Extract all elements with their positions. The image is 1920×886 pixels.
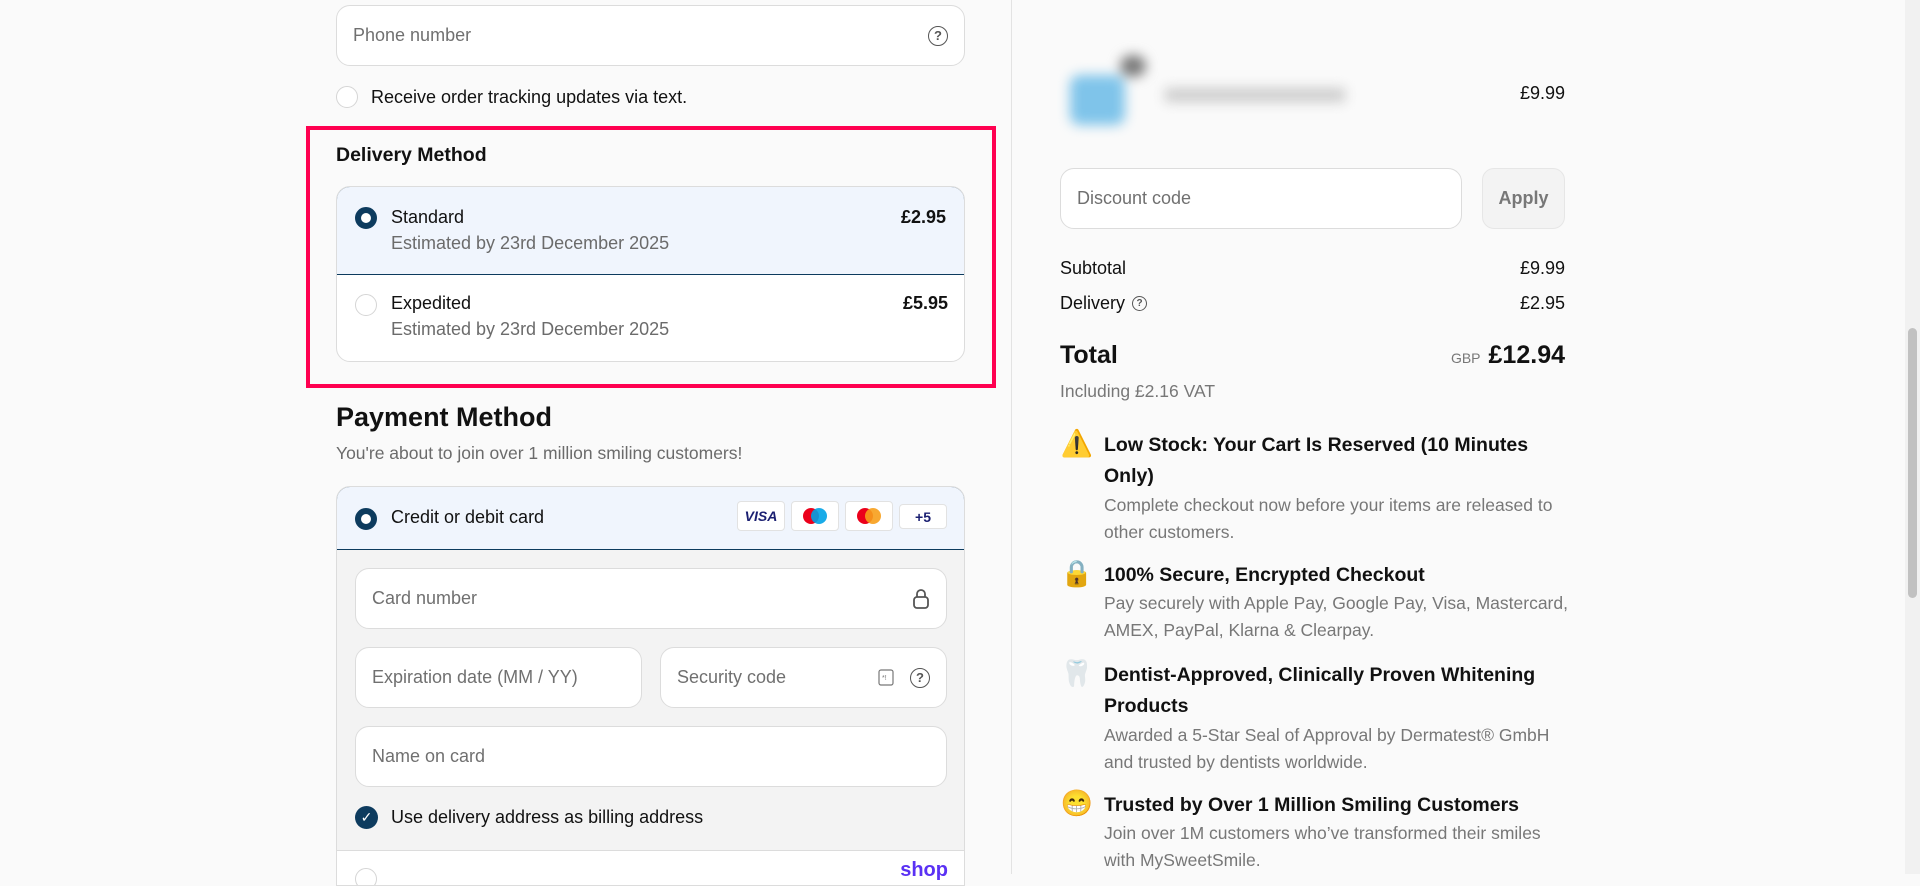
- item-price: £9.99: [1519, 83, 1565, 103]
- expedited-radio[interactable]: [355, 294, 377, 316]
- delivery-heading: Delivery Method: [336, 144, 487, 166]
- standard-estimate: Estimated by 23rd December 2025: [391, 233, 670, 253]
- total-label: Total: [1060, 341, 1118, 369]
- feature-title: Low Stock: Your Cart Is Reserved (10 Min…: [1104, 434, 1529, 487]
- warning-icon: ⚠️: [1060, 428, 1094, 458]
- subtotal-value: £9.99: [1519, 258, 1565, 278]
- vat-note: Including £2.16 VAT: [1060, 381, 1216, 401]
- standard-title: Standard: [391, 207, 465, 227]
- card-option[interactable]: Credit or debit card VISA +5: [337, 487, 964, 550]
- shop-pay-logo: shop: [900, 859, 948, 881]
- tooth-icon: 🦷: [1060, 658, 1094, 688]
- expedited-price: £5.95: [902, 293, 948, 313]
- help-icon[interactable]: ?: [1132, 296, 1148, 311]
- billing-same-label: Use delivery address as billing address: [391, 807, 704, 827]
- product-name-blurred: [1165, 88, 1345, 102]
- phone-input[interactable]: Phone number ?: [336, 5, 965, 66]
- visa-icon: VISA: [737, 501, 785, 531]
- card-radio[interactable]: [355, 508, 377, 530]
- card-option-label: Credit or debit card: [391, 507, 545, 527]
- sms-checkbox[interactable]: [336, 86, 358, 108]
- feature-desc: Join over 1M customers who’ve transforme…: [1104, 823, 1541, 870]
- security-placeholder: Security code: [677, 667, 787, 687]
- delivery-row: Delivery? £2.95: [1060, 293, 1565, 314]
- discount-placeholder: Discount code: [1077, 188, 1192, 208]
- card-number-input[interactable]: Card number: [355, 568, 947, 629]
- scrollbar-thumb[interactable]: [1908, 328, 1917, 598]
- apply-button[interactable]: Apply: [1482, 168, 1565, 229]
- column-divider: [1011, 0, 1012, 874]
- security-code-input[interactable]: Security code *! ?: [660, 647, 947, 708]
- shop-pay-radio[interactable]: [355, 868, 377, 885]
- feature-desc: Pay securely with Apple Pay, Google Pay,…: [1104, 593, 1568, 640]
- name-on-card-input[interactable]: Name on card: [355, 726, 947, 787]
- sms-label: Receive order tracking updates via text.: [371, 86, 688, 107]
- expedited-estimate: Estimated by 23rd December 2025: [391, 319, 670, 339]
- discount-code-input[interactable]: Discount code: [1060, 168, 1462, 229]
- subtotal-row: Subtotal £9.99: [1060, 258, 1565, 279]
- sms-opt-in[interactable]: Receive order tracking updates via text.: [336, 86, 687, 108]
- standard-radio[interactable]: [355, 207, 377, 229]
- feature-title: Dentist-Approved, Clinically Proven Whit…: [1104, 664, 1536, 717]
- feature-title: 100% Secure, Encrypted Checkout: [1104, 564, 1425, 586]
- shop-pay-option[interactable]: shop: [337, 850, 964, 885]
- total-value: £12.94: [1488, 341, 1565, 369]
- help-icon[interactable]: ?: [910, 667, 930, 688]
- feature-desc: Complete checkout now before your items …: [1104, 495, 1553, 542]
- svg-text:*!: *!: [882, 675, 887, 682]
- expiry-placeholder: Expiration date (MM / YY): [372, 667, 578, 687]
- card-number-placeholder: Card number: [372, 588, 478, 608]
- total-row: Total GBP £12.94: [1060, 341, 1565, 370]
- expiry-input[interactable]: Expiration date (MM / YY): [355, 647, 642, 708]
- mastercard-icon: [845, 501, 893, 531]
- cvc-card-icon: *!: [878, 668, 894, 686]
- maestro-icon: [791, 501, 839, 531]
- grin-icon: 😁: [1060, 788, 1094, 818]
- delivery-value: £2.95: [1519, 293, 1565, 313]
- name-placeholder: Name on card: [372, 746, 486, 766]
- scrollbar[interactable]: [1905, 0, 1920, 874]
- delivery-option-expedited[interactable]: Expedited Estimated by 23rd December 202…: [337, 275, 964, 361]
- delivery-label: Delivery: [1060, 293, 1126, 313]
- payment-subtitle: You're about to join over 1 million smil…: [336, 443, 743, 463]
- standard-price: £2.95: [900, 207, 946, 227]
- more-brands[interactable]: +5: [899, 504, 947, 529]
- subtotal-label: Subtotal: [1060, 258, 1127, 278]
- delivery-option-standard[interactable]: Standard Estimated by 23rd December 2025…: [337, 187, 964, 275]
- phone-placeholder: Phone number: [353, 25, 472, 45]
- check-icon[interactable]: ✓: [355, 806, 378, 829]
- expedited-title: Expedited: [391, 293, 472, 313]
- delivery-options: Standard Estimated by 23rd December 2025…: [336, 186, 965, 362]
- highlight-box: [306, 126, 996, 388]
- billing-same-checkbox-row[interactable]: ✓ Use delivery address as billing addres…: [355, 806, 703, 829]
- feature-desc: Awarded a 5-Star Seal of Approval by Der…: [1104, 725, 1550, 772]
- payment-heading: Payment Method: [336, 402, 553, 432]
- currency-code: GBP: [1450, 350, 1481, 366]
- help-icon[interactable]: ?: [928, 25, 948, 46]
- lock-icon: 🔒: [1060, 558, 1094, 588]
- product-thumbnail: [1060, 55, 1146, 130]
- feature-title: Trusted by Over 1 Million Smiling Custom…: [1104, 794, 1520, 816]
- lock-icon: [913, 588, 929, 609]
- payment-options: Credit or debit card VISA +5 Card number…: [336, 486, 965, 886]
